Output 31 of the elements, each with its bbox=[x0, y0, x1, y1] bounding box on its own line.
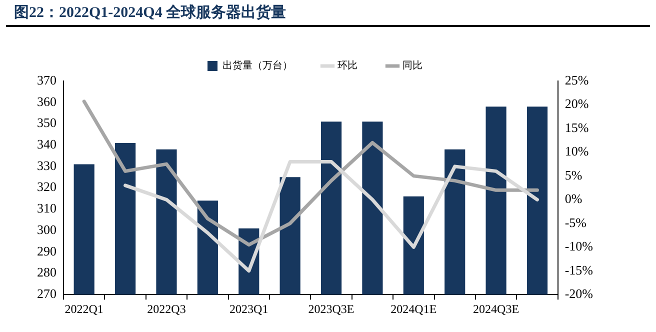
y-tick-label: 330 bbox=[37, 158, 56, 173]
y2-tick-label: -15% bbox=[564, 262, 594, 278]
legend-label: 出货量（万台） bbox=[222, 60, 292, 72]
x-tick-label: 2024Q3E bbox=[473, 302, 520, 316]
y2-tick-label: 10% bbox=[564, 144, 589, 159]
y-tick-label: 340 bbox=[37, 136, 56, 152]
y-tick-label: 320 bbox=[37, 179, 56, 194]
y2-tick-label: 15% bbox=[564, 120, 589, 135]
legend-label: 同比 bbox=[402, 60, 422, 72]
y2-tick-label: -10% bbox=[564, 238, 594, 254]
x-tick-label: 2023Q3E bbox=[308, 302, 354, 316]
y-tick-label: 290 bbox=[37, 243, 56, 258]
y-tick-label: 280 bbox=[37, 264, 56, 280]
y-tick-label: 270 bbox=[37, 286, 56, 302]
y-tick-label: 370 bbox=[37, 72, 56, 88]
x-tick-label: 2022Q3 bbox=[147, 302, 186, 316]
y2-tick-label: 20% bbox=[564, 96, 589, 112]
y-tick-label: 360 bbox=[37, 94, 56, 109]
legend-label: 环比 bbox=[338, 60, 358, 72]
y-tick-label: 350 bbox=[37, 115, 56, 130]
y2-tick-label: 25% bbox=[564, 72, 589, 88]
y-tick-label: 300 bbox=[37, 222, 56, 237]
y-tick-label: 310 bbox=[37, 200, 56, 216]
chart-title: 图22：2022Q1-2024Q4 全球服务器出货量 bbox=[6, 0, 650, 27]
x-tick-label: 2024Q1E bbox=[390, 302, 437, 316]
x-tick-label: 2023Q1 bbox=[230, 302, 268, 316]
y2-tick-label: 0% bbox=[564, 191, 582, 206]
y2-tick-label: -20% bbox=[564, 286, 594, 302]
y2-tick-label: 5% bbox=[564, 167, 582, 182]
y2-tick-label: -5% bbox=[564, 214, 587, 230]
x-tick-label: 2022Q1 bbox=[64, 302, 104, 316]
